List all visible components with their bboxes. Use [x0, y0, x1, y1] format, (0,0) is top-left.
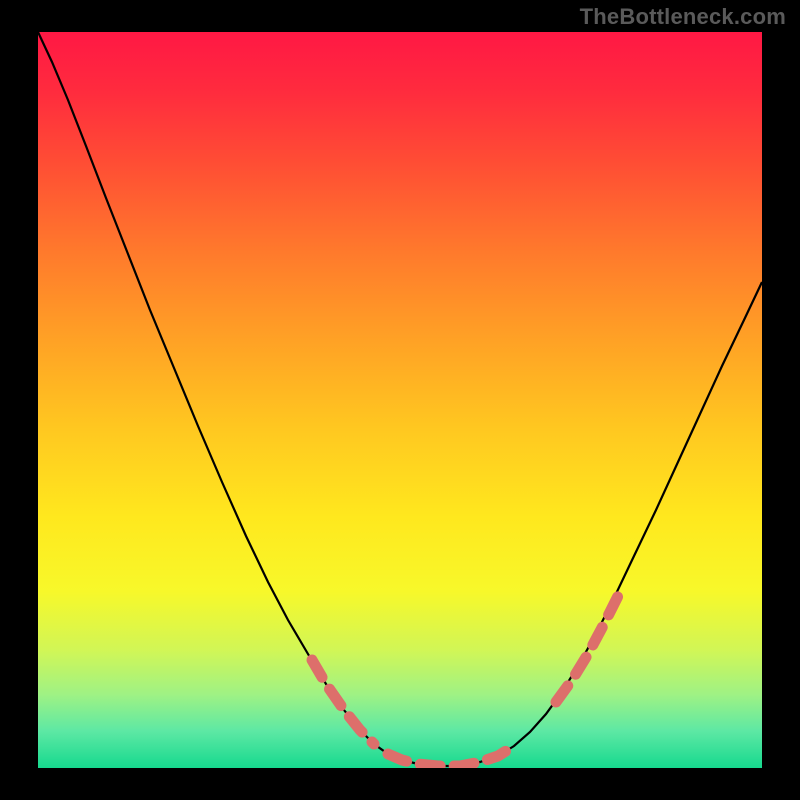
bottleneck-chart: [0, 0, 800, 800]
watermark-text: TheBottleneck.com: [580, 4, 786, 30]
plot-background: [38, 32, 762, 768]
chart-frame: TheBottleneck.com: [0, 0, 800, 800]
